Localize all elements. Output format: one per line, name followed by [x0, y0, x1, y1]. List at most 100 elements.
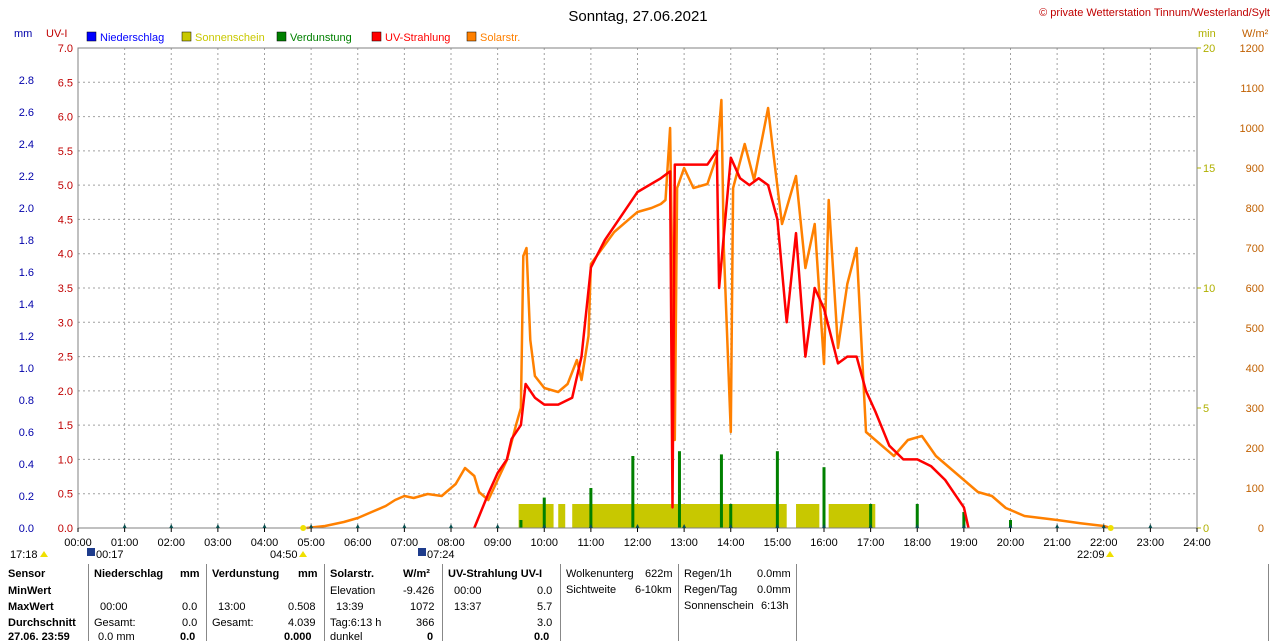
table-divider [442, 564, 443, 641]
evaporation-bar [962, 512, 966, 528]
sunshine-bar [558, 504, 566, 528]
wm2-tick-label: 200 [1246, 443, 1264, 455]
evaporation-bar [915, 504, 919, 528]
time-tick-label: 18:00 [903, 537, 931, 549]
evaporation-bars [519, 451, 1012, 528]
chart-title: Sonntag, 27.06.2021 [568, 8, 707, 25]
wm2-tick-label: 900 [1246, 163, 1264, 175]
uv-min: 0.0 [537, 585, 553, 597]
solar-avg-label: Tag:6:13 h [330, 617, 382, 629]
verdunstung-gesamt-label: Gesamt: [212, 617, 254, 629]
legend: Niederschlag Sonnenschein Verdunstung UV-St… [86, 31, 520, 44]
moonset-time: 00:17 [96, 549, 124, 561]
mm-tick-label: 2.4 [19, 139, 34, 151]
summary-table: Sensor MinWert MaxWert Durchschnitt 27.0… [0, 564, 1280, 643]
legend-swatch [466, 31, 477, 42]
baseline-marker [495, 524, 500, 528]
legend-label: Niederschlag [100, 32, 164, 44]
niederschlag-last-val: 0.0 [180, 631, 196, 643]
niederschlag-header: Niederschlag [94, 568, 164, 580]
axes: 0.0 0.2 0.4 0.6 0.8 1.0 1.2 1.4 1.6 1.8 2.0 2.2 2.4 2… [19, 43, 1264, 549]
evaporation-bar [775, 451, 779, 528]
baseline-marker [262, 524, 267, 528]
wm2-unit-label: W/m² [1242, 28, 1269, 40]
legend-swatch [371, 31, 382, 42]
table-divider [88, 564, 89, 641]
baseline-marker [355, 524, 360, 528]
label-maxwert: MaxWert [8, 601, 54, 613]
evaporation-bar [869, 504, 873, 528]
time-tick-label: 02:00 [157, 537, 185, 549]
baseline-marker [868, 524, 873, 528]
mm-tick-label: 0.4 [19, 459, 34, 471]
time-tick-label: 20:00 [997, 537, 1025, 549]
time-tick-label: 17:00 [857, 537, 885, 549]
baseline-marker [775, 524, 780, 528]
mm-tick-label: 0.6 [19, 427, 34, 439]
label-durchschnitt: Durchschnitt [8, 617, 76, 629]
niederschlag-max-time: 00:00 [100, 601, 128, 613]
mm-tick-label: 2.2 [19, 171, 34, 183]
cloud-value: 622m [645, 568, 673, 580]
sunshine-bar [572, 504, 638, 528]
uv-header: UV-Strahlung UV-I [448, 568, 543, 580]
sunshine-bar [518, 504, 554, 528]
min-tick-label: 0 [1203, 523, 1209, 535]
time-tick-label: 24:00 [1183, 537, 1211, 549]
evaporation-bar [589, 488, 593, 528]
baseline-marker [822, 524, 826, 528]
verdunstung-gesamt: 4.039 [288, 617, 316, 629]
wm2-tick-label: 100 [1246, 483, 1264, 495]
moonrise-icon [418, 548, 426, 556]
baseline-marker [635, 524, 640, 528]
mm-unit-label: mm [14, 28, 32, 40]
baseline-marker [728, 524, 733, 528]
uv-max: 5.7 [537, 601, 553, 613]
baseline-marker [588, 524, 593, 528]
evaporation-bar [631, 456, 635, 528]
mm-tick-label: 2.8 [19, 75, 34, 87]
sunshine-bar [828, 504, 876, 528]
table-divider [206, 564, 207, 641]
uv-tick-label: 3.0 [58, 317, 73, 329]
sunshine-bar [637, 504, 787, 528]
mm-tick-label: 1.2 [19, 331, 34, 343]
time-tick-label: 06:00 [344, 537, 372, 549]
time-tick-label: 08:00 [437, 537, 465, 549]
sunrise-icon [299, 551, 307, 557]
wm2-tick-label: 0 [1258, 523, 1264, 535]
time-tick-label: 00:00 [64, 537, 92, 549]
uv-tick-label: 1.0 [58, 454, 73, 466]
uv-tick-label: 0.0 [58, 523, 73, 535]
time-tick-label: 01:00 [111, 537, 139, 549]
table-divider [324, 564, 325, 641]
table-divider [678, 564, 679, 641]
baseline-marker [1008, 524, 1013, 528]
wm2-tick-label: 1100 [1240, 83, 1264, 95]
sunrise-time: 04:50 [270, 549, 298, 561]
sunshine-bars [518, 504, 876, 528]
solar-line [306, 98, 1112, 530]
data-lines [306, 98, 1112, 530]
min-unit-label: min [1198, 28, 1216, 40]
sunset-time: 22:09 [1077, 549, 1105, 561]
verdunstung-header: Verdunstung [212, 568, 280, 580]
mm-tick-label: 0.8 [19, 395, 34, 407]
uv-tick-label: 5.0 [58, 180, 73, 192]
mm-tick-label: 2.0 [19, 203, 34, 215]
mm-tick-label: 0.2 [19, 491, 34, 503]
uv-tick-label: 4.5 [58, 214, 73, 226]
evaporation-bar [719, 454, 723, 528]
sun-icon [40, 551, 48, 557]
sunset-icon [1106, 551, 1114, 557]
niederschlag-unit: mm [180, 568, 200, 580]
niederschlag-gesamt: 0.0 [182, 617, 198, 629]
copyright-text: © private Wetterstation Tinnum/Westerlan… [1039, 7, 1270, 19]
mm-tick-label: 1.0 [19, 363, 34, 375]
solar-max-time: 13:39 [336, 601, 364, 613]
label-sensor: Sensor [8, 568, 46, 580]
solar-header: Solarstr. [330, 568, 375, 580]
table-divider [1268, 564, 1269, 641]
legend-swatch [276, 31, 287, 42]
verdunstung-last-val: 0.000 [284, 631, 312, 643]
